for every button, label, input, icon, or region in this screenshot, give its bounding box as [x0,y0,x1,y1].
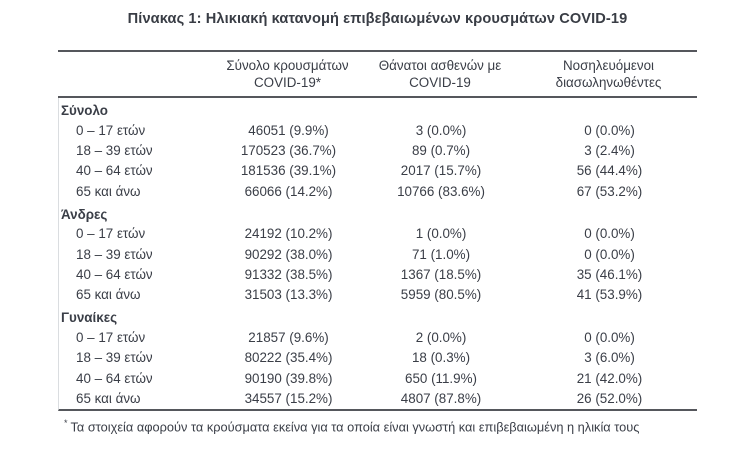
cases-value: 31503 (13.3%) [244,287,333,303]
cases-value: 24192 (10.2%) [244,226,333,242]
age-band-label: 65 και άνω [76,390,141,406]
table-row: 40 – 64 ετών 91332 (38.5%) 1367 (18.5%) … [59,264,697,284]
table-row: 18 – 39 ετών 170523 (36.7%) 89 (0.7%) 3 … [59,140,697,160]
column-header-cases-line2: COVID-19* [254,75,321,90]
cases-value: 91332 (38.5%) [244,267,333,283]
section-header-women: Γυναίκες [59,305,697,327]
intubated-value: 3 (6.0%) [584,350,635,366]
intubated-value: 21 (42.0%) [576,370,643,386]
cases-value: 21857 (9.6%) [248,329,329,345]
deaths-value: 3 (0.0%) [415,122,467,138]
age-band-label: 65 και άνω [76,287,141,303]
column-header-deaths-line1: Θάνατοι ασθενών με [378,57,502,73]
deaths-value: 2 (0.0%) [415,329,467,345]
cases-value: 66066 (14.2%) [244,183,333,199]
intubated-value: 0 (0.0%) [584,246,635,262]
deaths-value: 1 (0.0%) [415,226,467,242]
table-row: 0 – 17 ετών 46051 (9.9%) 3 (0.0%) 0 (0.0… [59,120,697,140]
deaths-value: 2017 (15.7%) [400,163,482,179]
intubated-value: 56 (44.4%) [576,163,643,179]
section-label: Γυναίκες [61,310,118,326]
column-header-cases-line1: Σύνολο κρουσμάτων [226,57,349,73]
deaths-value: 5959 (80.5%) [400,287,482,303]
deaths-value: 1367 (18.5%) [400,267,482,283]
age-band-label: 0 – 17 ετών [76,329,146,345]
age-band-label: 65 και άνω [76,183,141,199]
intubated-value: 0 (0.0%) [584,122,635,138]
age-band-label: 18 – 39 ετών [76,246,153,262]
age-band-label: 0 – 17 ετών [76,226,146,242]
section-header-men: Άνδρες [59,202,697,224]
table-footnote: * Τα στοιχεία αφορούν τα κρούσματα εκείνα… [58,418,697,434]
age-band-label: 40 – 64 ετών [76,267,153,283]
column-header-cases: Σύνολο κρουσμάτων COVID-19* [215,57,360,92]
section-header-total: Σύνολο [59,98,697,120]
section-label: Άνδρες [61,206,108,222]
deaths-value: 650 (11.9%) [405,370,477,386]
cases-value: 34557 (15.2%) [244,390,333,406]
cases-value: 80222 (35.4%) [244,350,333,366]
column-header-deaths: Θάνατοι ασθενών με COVID-19 [360,57,520,92]
deaths-value: 71 (1.0%) [411,246,471,262]
table-body: Σύνολο 0 – 17 ετών 46051 (9.9%) 3 (0.0%)… [58,98,697,411]
table-row: 40 – 64 ετών 181536 (39.1%) 2017 (15.7%)… [59,161,697,181]
cases-value: 90190 (39.8%) [244,370,333,386]
table-row: 0 – 17 ετών 21857 (9.6%) 2 (0.0%) 0 (0.0… [59,327,697,347]
table-header: Σύνολο κρουσμάτων COVID-19* Θάνατοι ασθε… [58,50,697,98]
cases-value: 170523 (36.7%) [240,143,337,159]
intubated-value: 26 (52.0%) [576,390,643,406]
intubated-value: 0 (0.0%) [584,226,635,242]
column-header-intubated: Νοσηλευόμενοι διασωληνωθέντες [520,57,697,92]
section-label: Σύνολο [61,103,108,118]
footnote-text: Τα στοιχεία αφορούν τα κρούσματα εκείνα … [70,418,640,434]
deaths-value: 4807 (87.8%) [400,390,482,406]
age-band-label: 40 – 64 ετών [76,370,153,386]
table-row: 0 – 17 ετών 24192 (10.2%) 1 (0.0%) 0 (0.… [59,224,697,244]
column-header-intubated-line2: διασωληνωθέντες [555,75,662,90]
age-band-label: 0 – 17 ετών [76,122,146,138]
intubated-value: 67 (53.2%) [576,183,643,199]
table-row: 65 και άνω 66066 (14.2%) 10766 (83.6%) 6… [59,181,697,201]
intubated-value: 0 (0.0%) [584,329,635,345]
age-band-label: 40 – 64 ετών [76,163,153,179]
intubated-value: 3 (2.4%) [584,143,635,159]
table-title: Πίνακας 1: Ηλικιακή κατανομή επιβεβαιωμέ… [127,11,628,27]
age-band-label: 18 – 39 ετών [76,350,153,366]
column-header-intubated-line1: Νοσηλευόμενοι [562,57,655,73]
table-row: 65 και άνω 34557 (15.2%) 4807 (87.8%) 26… [59,388,697,408]
cases-value: 46051 (9.9%) [248,122,329,138]
deaths-value: 89 (0.7%) [411,143,471,159]
column-header-deaths-line2: COVID-19 [409,75,471,90]
table-row: 18 – 39 ετών 80222 (35.4%) 18 (0.3%) 3 (… [59,348,697,368]
table-row: 65 και άνω 31503 (13.3%) 5959 (80.5%) 41… [59,285,697,305]
cases-value: 90292 (38.0%) [244,246,333,262]
table-row: 18 – 39 ετών 90292 (38.0%) 71 (1.0%) 0 (… [59,244,697,264]
deaths-value: 10766 (83.6%) [397,183,485,199]
intubated-value: 35 (46.1%) [576,267,643,283]
column-header-age [58,57,215,92]
covid-age-distribution-table: Σύνολο κρουσμάτων COVID-19* Θάνατοι ασθε… [58,50,697,434]
table-row: 40 – 64 ετών 90190 (39.8%) 650 (11.9%) 2… [59,368,697,388]
age-band-label: 18 – 39 ετών [76,143,153,159]
cases-value: 181536 (39.1%) [240,163,337,179]
footnote-asterisk: * [64,417,68,428]
deaths-value: 18 (0.3%) [411,350,471,366]
intubated-value: 41 (53.9%) [576,287,643,303]
